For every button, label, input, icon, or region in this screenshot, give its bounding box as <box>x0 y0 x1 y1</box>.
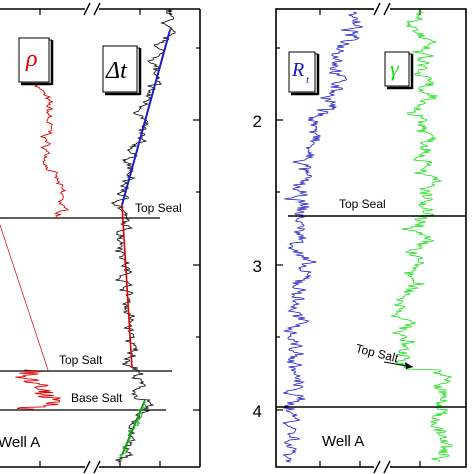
left-label-top-salt: Top Salt <box>59 353 103 367</box>
density-symbol: ρ <box>25 46 38 72</box>
right-axis-break-top <box>373 2 391 16</box>
left-correlation-line <box>0 224 49 371</box>
resistivity-symbol-subscript: t <box>306 74 310 86</box>
density-log-salt <box>15 369 62 410</box>
gamma-label-box: γ <box>384 51 414 90</box>
right-label-top-salt: Top Salt <box>354 341 400 365</box>
left-label-base-salt: Base Salt <box>71 391 123 405</box>
left-axis-break-top <box>83 2 101 16</box>
right-frame <box>275 8 467 468</box>
density-log-upper <box>33 84 69 218</box>
y-tick-label-3: 3 <box>253 257 262 276</box>
left-label-top-seal: Top Seal <box>135 201 182 215</box>
resistivity-log <box>281 11 363 463</box>
gamma-symbol: γ <box>390 56 400 81</box>
resistivity-label-box: R t <box>288 51 320 96</box>
gamma-log <box>390 11 453 463</box>
right-panel: 2 3 4 R t γ Top Seal Top Salt <box>253 2 467 474</box>
right-caption-well: Well A <box>322 433 364 450</box>
resistivity-symbol: R <box>291 59 304 81</box>
left-caption-well: Well A <box>0 434 40 451</box>
sonic-symbol: Δt <box>105 58 128 84</box>
right-y-ticks <box>276 9 421 467</box>
y-tick-label-2: 2 <box>253 112 262 131</box>
sonic-trend-blue <box>121 29 171 206</box>
left-right-axis-ticks <box>193 47 200 411</box>
sonic-trend-red <box>121 204 133 369</box>
left-panel: ρ Δt Top Seal Top Salt Base Salt Well A <box>0 2 201 474</box>
right-label-top-seal: Top Seal <box>339 197 386 211</box>
left-axis-break-bottom <box>83 460 101 474</box>
top-salt-arrow <box>383 361 414 369</box>
density-label-box: ρ <box>18 37 54 86</box>
sonic-label-box: Δt <box>102 45 142 96</box>
sonic-trend-green <box>121 399 146 456</box>
right-label-top-salt-group: Top Salt <box>354 341 400 365</box>
right-axis-break-bottom <box>373 460 391 474</box>
y-tick-label-4: 4 <box>253 402 262 421</box>
